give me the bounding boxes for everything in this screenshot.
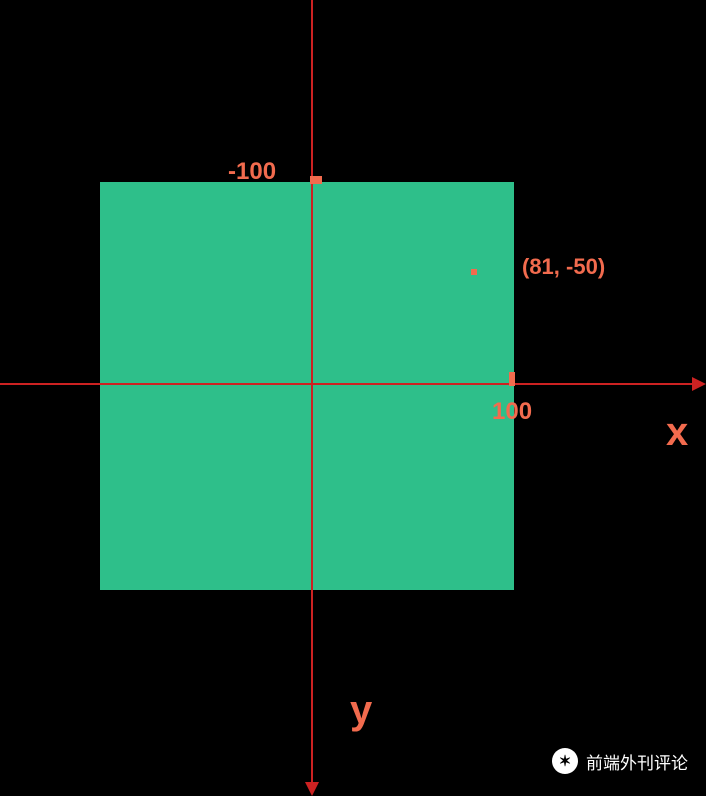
tick-label-y-neg100: -100: [228, 158, 276, 186]
coordinate-diagram: -100 100 (81, -50) x y ✶ 前端外刊评论: [0, 0, 706, 796]
point-label: (81, -50): [522, 254, 605, 280]
wechat-icon: ✶: [552, 748, 578, 774]
tick-y-neg100: [310, 176, 322, 184]
filled-square: [100, 182, 514, 590]
y-axis-label: y: [350, 688, 372, 733]
tick-label-x-100: 100: [492, 398, 532, 426]
x-axis-label: x: [666, 410, 688, 455]
x-axis-arrow-icon: [692, 377, 706, 391]
x-axis-line: [0, 383, 696, 385]
watermark: ✶ 前端外刊评论: [552, 748, 688, 774]
y-axis-line: [311, 0, 313, 786]
tick-x-100: [509, 372, 515, 386]
plotted-point: [471, 269, 477, 275]
watermark-text: 前端外刊评论: [586, 749, 688, 774]
y-axis-arrow-icon: [305, 782, 319, 796]
